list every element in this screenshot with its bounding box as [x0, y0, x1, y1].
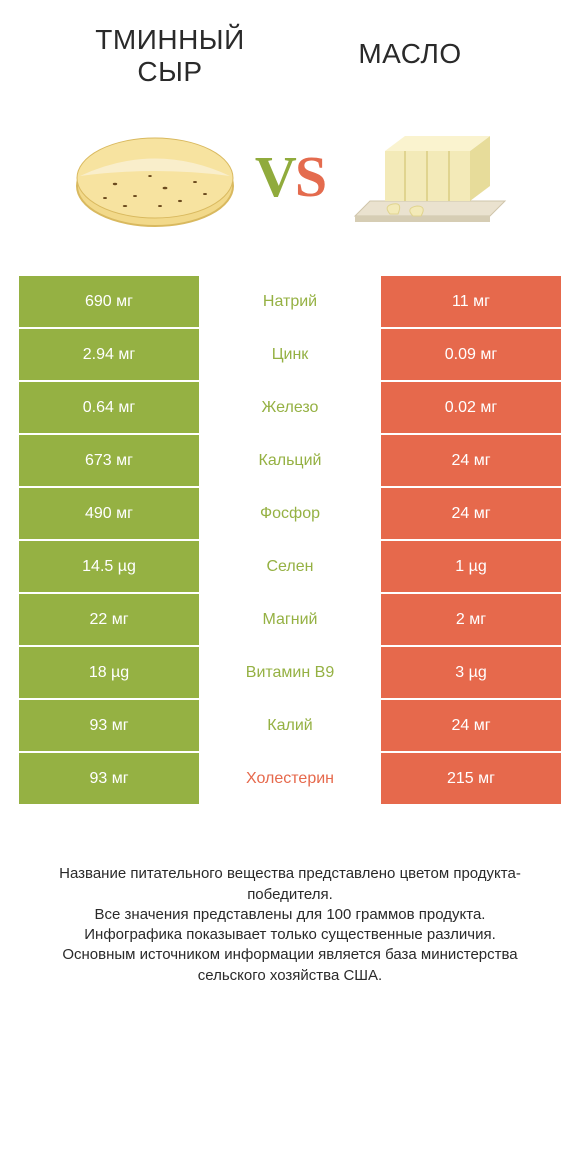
- value-left: 490 мг: [19, 488, 199, 539]
- footer-line: Все значения представлены для 100 граммо…: [30, 905, 550, 925]
- vs-v-letter: V: [255, 143, 295, 210]
- value-right: 1 µg: [381, 541, 561, 592]
- value-right: 24 мг: [381, 435, 561, 486]
- value-right: 215 мг: [381, 753, 561, 804]
- nutrient-label: Фосфор: [199, 488, 381, 539]
- nutrient-label: Натрий: [199, 276, 381, 327]
- nutrient-label: Магний: [199, 594, 381, 645]
- nutrient-label: Витамин B9: [199, 647, 381, 698]
- value-left: 690 мг: [19, 276, 199, 327]
- value-left: 22 мг: [19, 594, 199, 645]
- table-row: 0.64 мгЖелезо0.02 мг: [19, 382, 561, 435]
- product-right-image: [335, 106, 515, 246]
- value-right: 0.02 мг: [381, 382, 561, 433]
- table-row: 93 мгКалий24 мг: [19, 700, 561, 753]
- value-right: 24 мг: [381, 488, 561, 539]
- value-left: 673 мг: [19, 435, 199, 486]
- footer-notes: Название питательного вещества представл…: [0, 806, 580, 986]
- nutrient-label: Железо: [199, 382, 381, 433]
- product-left-image: [65, 106, 245, 246]
- table-row: 673 мгКальций24 мг: [19, 435, 561, 488]
- table-row: 18 µgВитамин B93 µg: [19, 647, 561, 700]
- value-left: 2.94 мг: [19, 329, 199, 380]
- value-left: 14.5 µg: [19, 541, 199, 592]
- table-row: 93 мгХолестерин215 мг: [19, 753, 561, 806]
- footer-line: Инфографика показывает только существенн…: [30, 925, 550, 945]
- footer-line: Название питательного вещества представл…: [30, 864, 550, 905]
- value-right: 11 мг: [381, 276, 561, 327]
- table-row: 22 мгМагний2 мг: [19, 594, 561, 647]
- hero-row: VS: [0, 88, 580, 276]
- vs-s-letter: S: [295, 143, 325, 210]
- table-row: 14.5 µgСелен1 µg: [19, 541, 561, 594]
- table-row: 2.94 мгЦинк0.09 мг: [19, 329, 561, 382]
- product-right-title: МАСЛО: [300, 24, 520, 88]
- nutrient-label: Селен: [199, 541, 381, 592]
- nutrient-label: Холестерин: [199, 753, 381, 804]
- nutrient-label: Цинк: [199, 329, 381, 380]
- product-left-title: ТМИННЫЙ СЫР: [60, 24, 280, 88]
- value-left: 0.64 мг: [19, 382, 199, 433]
- value-right: 24 мг: [381, 700, 561, 751]
- table-row: 490 мгФосфор24 мг: [19, 488, 561, 541]
- nutrient-label: Кальций: [199, 435, 381, 486]
- vs-label: VS: [255, 143, 325, 210]
- header: ТМИННЫЙ СЫР МАСЛО: [0, 0, 580, 88]
- value-right: 2 мг: [381, 594, 561, 645]
- value-left: 93 мг: [19, 700, 199, 751]
- footer-line: Основным источником информации является …: [30, 945, 550, 986]
- nutrient-table: 690 мгНатрий11 мг2.94 мгЦинк0.09 мг0.64 …: [19, 276, 561, 806]
- value-right: 0.09 мг: [381, 329, 561, 380]
- nutrient-label: Калий: [199, 700, 381, 751]
- value-left: 18 µg: [19, 647, 199, 698]
- value-left: 93 мг: [19, 753, 199, 804]
- value-right: 3 µg: [381, 647, 561, 698]
- table-row: 690 мгНатрий11 мг: [19, 276, 561, 329]
